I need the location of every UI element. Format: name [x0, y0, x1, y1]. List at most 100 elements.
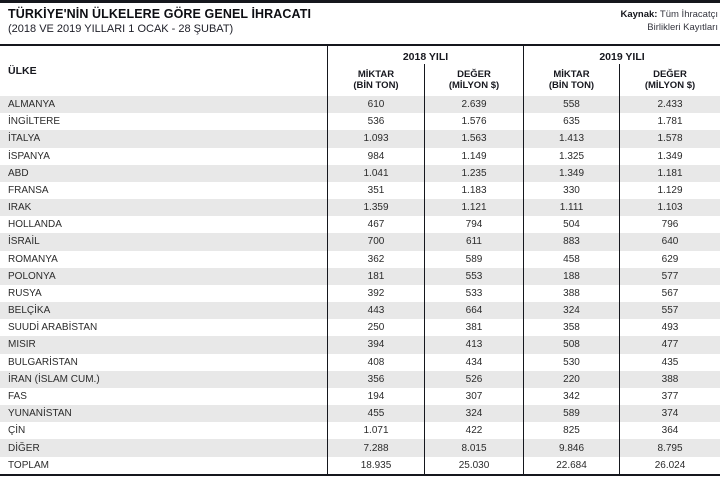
table-body: ALMANYA 610 2.639 558 2.433 İNGİLTERE 536 1.576… [0, 96, 720, 474]
country-cell: İNGİLTERE [8, 116, 61, 128]
header-line-1: DEĞER [653, 69, 687, 80]
value-cell: 1.071 [327, 422, 424, 440]
table-row: SUUDİ ARABİSTAN 250 381 358 493 [0, 319, 720, 337]
value-cell: 8.015 [424, 439, 523, 457]
country-cell: ALMANYA [8, 99, 56, 111]
value-cell: 381 [424, 319, 523, 337]
value-cell: 558 [523, 96, 619, 114]
source-label: Kaynak: [620, 9, 658, 20]
header-line-2: (BİN TON) [353, 80, 399, 91]
column-header-2018-miktar: MİKTAR (BİN TON) [327, 64, 424, 96]
value-cell: 1.235 [424, 164, 523, 182]
value-cell: 8.795 [619, 439, 720, 457]
year-header-2019: 2019 YILI [523, 46, 720, 64]
table-row: ALMANYA 610 2.639 558 2.433 [0, 96, 720, 114]
value-cell: 7.288 [327, 439, 424, 457]
header-line-1: DEĞER [457, 69, 491, 80]
country-cell: SUUDİ ARABİSTAN [8, 322, 98, 334]
value-cell: 458 [523, 250, 619, 268]
country-cell: ÇİN [8, 425, 26, 437]
value-cell: 388 [523, 284, 619, 303]
value-cell: 577 [619, 267, 720, 285]
value-cell: 358 [523, 319, 619, 337]
value-cell: 324 [523, 302, 619, 320]
value-cell: 250 [327, 319, 424, 337]
country-cell: İTALYA [8, 133, 41, 145]
country-cell: RUSYA [8, 287, 42, 299]
value-cell: 194 [327, 387, 424, 406]
value-cell: 526 [424, 370, 523, 388]
value-cell: 467 [327, 216, 424, 234]
value-cell: 392 [327, 284, 424, 303]
year-header-2018: 2018 YILI [327, 46, 523, 64]
source-line-1: Kaynak: Tüm İhracatçı [620, 8, 718, 21]
value-cell: 342 [523, 387, 619, 406]
country-cell: POLONYA [8, 270, 56, 282]
value-cell: 1.359 [327, 199, 424, 217]
header-line-2: (MİLYON $) [448, 80, 500, 91]
value-cell: 533 [424, 284, 523, 303]
value-cell: 1.111 [523, 199, 619, 217]
value-cell: 388 [619, 370, 720, 388]
value-cell: 794 [424, 216, 523, 234]
header-line-2: (MİLYON $) [644, 80, 696, 91]
table-row: HOLLANDA 467 794 504 796 [0, 216, 720, 234]
value-cell: 1.781 [619, 113, 720, 131]
table-row: DİĞER 7.288 8.015 9.846 8.795 [0, 439, 720, 457]
table-row: POLONYA 181 553 188 577 [0, 267, 720, 285]
country-cell: HOLLANDA [8, 219, 62, 231]
value-cell: 1.349 [619, 147, 720, 165]
column-header-country: ÜLKE [8, 65, 37, 77]
value-cell: 434 [424, 353, 523, 371]
value-cell: 364 [619, 422, 720, 440]
value-cell: 557 [619, 302, 720, 320]
value-cell: 22.684 [523, 456, 619, 474]
country-cell: BULGARİSTAN [8, 356, 78, 368]
value-cell: 455 [327, 405, 424, 423]
table-row: YUNANİSTAN 455 324 589 374 [0, 405, 720, 423]
country-cell: FAS [8, 391, 27, 402]
top-rule [0, 0, 720, 3]
value-cell: 504 [523, 216, 619, 234]
value-cell: 984 [327, 147, 424, 165]
value-cell: 324 [424, 405, 523, 423]
value-cell: 362 [327, 250, 424, 268]
value-cell: 2.433 [619, 96, 720, 114]
value-cell: 825 [523, 422, 619, 440]
country-cell: TOPLAM [8, 459, 49, 471]
value-cell: 629 [619, 250, 720, 268]
value-cell: 700 [327, 233, 424, 251]
measure-header-row: MİKTAR (BİN TON) DEĞER (MİLYON $) MİKTAR… [327, 64, 720, 96]
table-row: MISIR 394 413 508 477 [0, 336, 720, 354]
value-cell: 1.093 [327, 130, 424, 148]
value-cell: 796 [619, 216, 720, 234]
value-cell: 408 [327, 353, 424, 371]
value-cell: 377 [619, 387, 720, 406]
header-line-1: MİKTAR [357, 69, 395, 80]
value-cell: 1.041 [327, 164, 424, 182]
country-cell: İSPANYA [8, 150, 50, 162]
value-cell: 356 [327, 370, 424, 388]
year-label-row: 2018 YILI 2019 YILI [327, 46, 720, 64]
value-cell: 553 [424, 267, 523, 285]
table-row: İSRAİL 700 611 883 640 [0, 233, 720, 251]
table-row: ROMANYA 362 589 458 629 [0, 250, 720, 268]
source-note: Kaynak: Tüm İhracatçı Birlikleri Kayıtla… [620, 8, 718, 34]
value-cell: 351 [327, 181, 424, 200]
header-line-1: MİKTAR [553, 69, 590, 80]
value-cell: 2.639 [424, 96, 523, 114]
source-text-1: Tüm İhracatçı [659, 9, 718, 20]
country-cell: ABD [8, 167, 29, 179]
value-cell: 610 [327, 96, 424, 114]
value-cell: 640 [619, 233, 720, 251]
value-cell: 664 [424, 302, 523, 320]
value-cell: 18.935 [327, 456, 424, 474]
value-cell: 1.149 [424, 147, 523, 165]
table-row: ABD 1.041 1.235 1.349 1.181 [0, 164, 720, 182]
exports-table: ÜLKE 2018 YILI 2019 YILI MİKTAR (BİN TON… [0, 44, 720, 476]
table-row: İSPANYA 984 1.149 1.325 1.349 [0, 147, 720, 165]
value-cell: 1.181 [619, 164, 720, 182]
value-cell: 1.576 [424, 113, 523, 131]
source-text-2: Birlikleri Kayıtları [647, 22, 718, 33]
table-row: ÇİN 1.071 422 825 364 [0, 422, 720, 440]
